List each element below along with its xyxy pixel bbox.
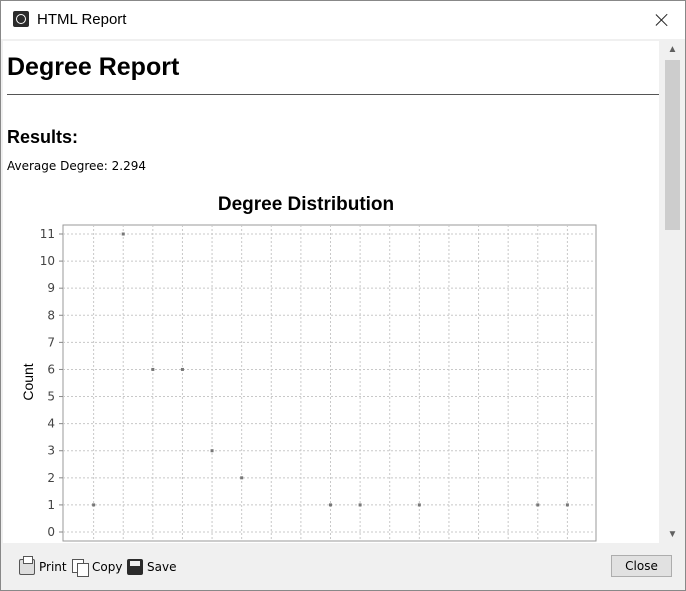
scroll-up-icon[interactable]: ▲ [667,44,678,55]
copy-label: Copy [92,560,123,574]
data-point [210,449,214,453]
report-content: Degree Report Results: Average Degree: 2… [3,41,659,543]
title-bar: HTML Report [1,1,685,39]
save-button[interactable]: Save [127,557,176,577]
scroll-thumb[interactable] [665,60,680,230]
y-tick-label: 7 [47,335,55,349]
y-tick-label: 4 [47,417,55,431]
save-label: Save [147,560,177,574]
title-divider [7,94,659,95]
y-tick-label: 2 [47,471,55,485]
average-degree: Average Degree: 2.294 [7,159,146,173]
copy-icon [72,559,89,577]
y-tick-label: 3 [47,444,55,458]
y-tick-label: 5 [47,390,55,404]
average-degree-value: 2.294 [111,159,146,173]
page-title: Degree Report [7,53,180,81]
data-point [329,503,332,507]
y-tick-label: 0 [47,525,55,539]
chart-y-axis-label: Count [20,363,36,400]
app-logo-icon [13,11,29,27]
print-button[interactable]: Print [19,556,67,577]
data-point [536,503,540,507]
y-tick-label: 6 [47,362,55,376]
scroll-down-icon[interactable]: ▼ [667,529,678,540]
printer-icon [19,556,35,575]
y-tick-label: 9 [47,281,55,295]
y-tick-label: 11 [40,227,55,241]
y-tick-label: 8 [47,308,55,322]
data-point [358,503,362,507]
window-title: HTML Report [37,11,127,28]
close-icon[interactable] [649,7,675,33]
results-heading: Results: [7,127,79,147]
degree-distribution-chart: Degree Distribution Count 0 1 2 3 4 5 6 7 8 9 10 11 [20,194,597,542]
close-button[interactable]: Close [611,555,672,577]
data-point [565,503,569,507]
chart-title: Degree Distribution [218,194,394,215]
y-tick-label: 1 [47,498,55,512]
bottom-toolbar: Print Copy Save Close [1,543,685,590]
data-point [151,367,155,371]
data-point [417,503,421,507]
copy-button[interactable]: Copy [72,557,122,577]
print-label: Print [39,560,67,574]
save-icon [127,559,143,575]
average-degree-label: Average Degree: [7,159,108,173]
plot-area [62,224,597,542]
data-point [92,503,96,507]
data-point [121,232,125,236]
data-point [180,367,184,371]
y-tick-label: 10 [40,254,55,268]
data-point [240,476,244,480]
vertical-scrollbar[interactable]: ▲ ▼ [662,41,683,543]
